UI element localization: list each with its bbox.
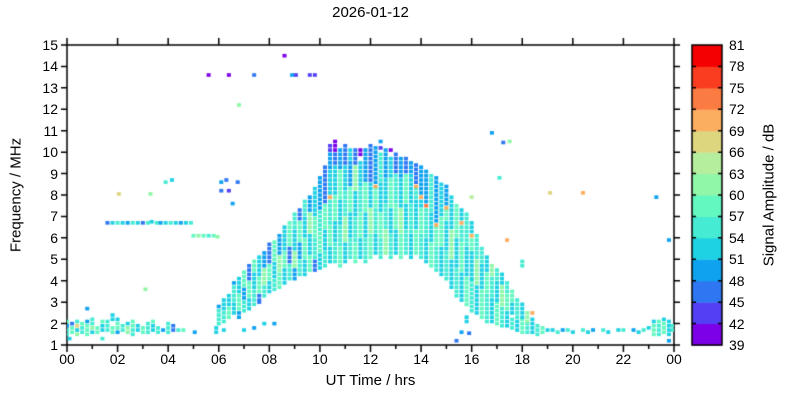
colorbar-tick-label: 60 xyxy=(729,187,745,203)
colorbar-tick-label: 42 xyxy=(729,315,745,332)
y-tick-label: 5 xyxy=(50,251,58,268)
colorbar-tick-label: 45 xyxy=(729,294,745,311)
colorbar-tick-label: 57 xyxy=(729,208,745,225)
x-tick-label: 00 xyxy=(666,351,682,367)
colorbar-tick-label: 51 xyxy=(729,251,745,268)
colorbar-tick-label: 69 xyxy=(729,122,745,139)
colorbar-label: Signal Amplitude / dB xyxy=(760,123,778,267)
y-tick-label: 8 xyxy=(50,187,58,203)
y-tick-label: 3 xyxy=(50,294,58,311)
colorbar-tick-label: 66 xyxy=(729,144,745,161)
x-axis-label: UT Time / hrs xyxy=(325,372,416,389)
chart-title: 2026-01-12 xyxy=(332,4,409,21)
x-tick-label: 18 xyxy=(514,351,531,367)
y-tick-label: 13 xyxy=(42,79,58,96)
colorbar-tick-label: 75 xyxy=(729,79,745,96)
y-tick-label: 2 xyxy=(50,315,58,332)
y-tick-label: 7 xyxy=(50,208,58,225)
x-tick-label: 04 xyxy=(160,351,176,367)
x-tick-label: 00 xyxy=(59,351,75,367)
colorbar-tick-label: 54 xyxy=(729,229,745,246)
y-tick-label: 14 xyxy=(42,58,58,75)
x-tick-label: 20 xyxy=(565,351,581,367)
y-tick-label: 6 xyxy=(50,229,58,246)
colorbar-tick-label: 63 xyxy=(729,165,745,182)
x-tick-label: 16 xyxy=(463,351,480,367)
x-tick-label: 02 xyxy=(109,351,126,367)
colorbar-tick-label: 39 xyxy=(729,337,745,353)
y-tick-label: 9 xyxy=(50,165,58,182)
colorbar-tick-label: 48 xyxy=(729,272,745,289)
y-tick-label: 12 xyxy=(42,101,58,118)
x-tick-label: 12 xyxy=(362,351,379,367)
x-tick-label: 14 xyxy=(413,351,429,367)
y-tick-label: 10 xyxy=(42,144,58,161)
y-tick-label: 15 xyxy=(42,37,58,53)
x-tick-label: 10 xyxy=(312,351,328,367)
x-tick-label: 08 xyxy=(261,351,278,367)
y-tick-label: 1 xyxy=(50,337,58,353)
x-tick-label: 06 xyxy=(210,351,227,367)
y-tick-label: 11 xyxy=(43,122,58,139)
colorbar-tick-label: 81 xyxy=(729,37,745,53)
y-tick-label: 4 xyxy=(50,272,58,289)
colorbar-tick-label: 78 xyxy=(729,58,745,75)
x-tick-label: 22 xyxy=(615,351,632,367)
colorbar-tick-label: 72 xyxy=(729,101,745,118)
